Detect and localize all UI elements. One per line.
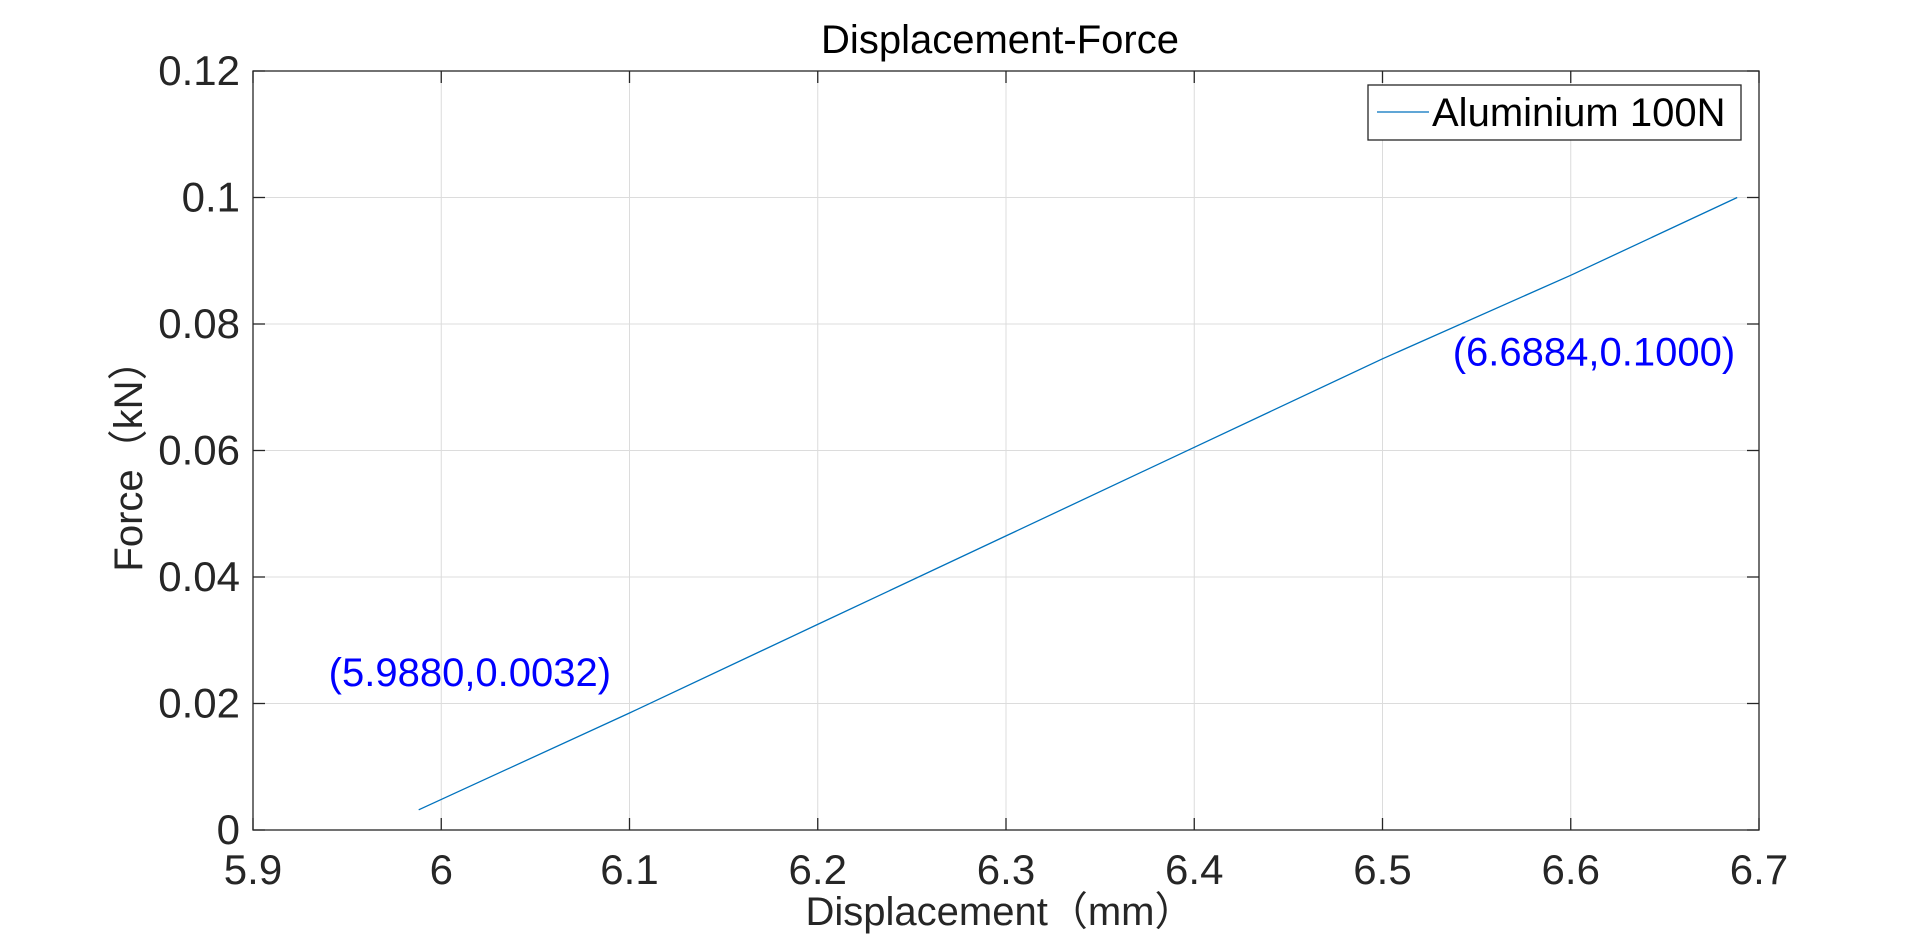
x-tick-label: 6.7 (1730, 846, 1788, 893)
data-point-annotation: (6.6884,0.1000) (1453, 331, 1735, 375)
x-tick-label: 6.5 (1353, 846, 1411, 893)
tick-marks (252, 70, 1760, 831)
y-tick-label: 0.12 (158, 47, 240, 94)
x-tick-label: 6 (430, 846, 453, 893)
y-tick-labels: 0 0.02 0.04 0.06 0.08 0.1 0.12 (158, 47, 240, 853)
annotations: (5.9880,0.0032) (6.6884,0.1000) (329, 331, 1736, 695)
y-tick-label: 0 (217, 806, 240, 853)
legend-box (1367, 84, 1742, 141)
series-line-0 (418, 196, 1738, 811)
legend-entry-label: Aluminium 100N (1432, 91, 1725, 135)
x-tick-label: 6.3 (977, 846, 1035, 893)
x-axis-label: Displacement（mm） (806, 890, 1195, 934)
legend: Aluminium 100N (1367, 84, 1742, 141)
x-tick-labels: 5.9 6 6.1 6.2 6.3 6.4 6.5 6.6 6.7 (224, 846, 1788, 893)
x-tick-label: 6.2 (789, 846, 847, 893)
y-tick-label: 0.08 (158, 300, 240, 347)
y-tick-label: 0.06 (158, 427, 240, 474)
y-tick-label: 0.1 (182, 174, 240, 221)
chart-title: Displacement-Force (821, 18, 1179, 62)
grid-lines (253, 71, 1759, 830)
x-tick-label: 6.4 (1165, 846, 1223, 893)
y-tick-label: 0.02 (158, 680, 240, 727)
series-layer (418, 196, 1738, 811)
x-tick-label: 6.1 (600, 846, 658, 893)
y-tick-label: 0.04 (158, 553, 240, 600)
y-axis-label: Force（kN） (107, 340, 151, 571)
x-tick-label: 6.6 (1542, 846, 1600, 893)
x-tick-label: 5.9 (224, 846, 282, 893)
data-point-annotation: (5.9880,0.0032) (329, 651, 611, 695)
